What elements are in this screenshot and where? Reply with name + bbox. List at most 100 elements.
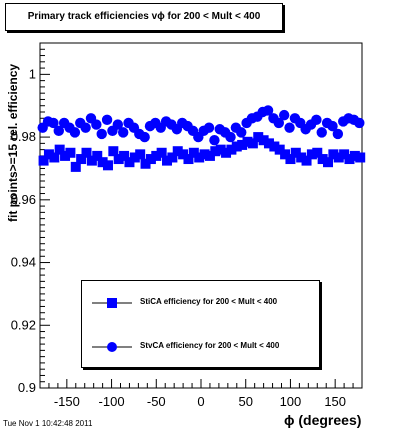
data-point-stvca	[101, 114, 113, 126]
data-point-stvca	[91, 119, 102, 130]
data-point-stvca	[273, 117, 285, 129]
chart-title-box: Primary track efficiencies vϕ for 200 < …	[5, 3, 283, 31]
legend: StiCA efficiency for 200 < Mult < 400 St…	[81, 280, 320, 368]
legend-swatch-square-icon	[92, 298, 132, 308]
data-point-stvca	[112, 119, 124, 130]
data-point-stvca	[117, 127, 129, 138]
data-points	[37, 105, 366, 172]
data-point-stvca	[236, 127, 247, 138]
data-point-stica	[49, 152, 60, 163]
data-point-stica	[247, 138, 258, 149]
x-tick-label: 50	[238, 394, 252, 409]
data-point-stica	[226, 144, 237, 155]
data-point-stica	[113, 154, 124, 165]
data-point-stica	[344, 154, 355, 165]
data-point-stvca	[209, 135, 220, 146]
y-tick-label: 0.92	[11, 317, 36, 332]
data-point-stvca	[327, 120, 338, 132]
data-point-stica	[60, 150, 71, 161]
data-point-stica	[317, 154, 328, 165]
data-point-stvca	[203, 122, 215, 133]
data-point-stica	[124, 157, 135, 168]
x-tick-label: 150	[324, 394, 346, 409]
data-point-stica	[296, 152, 307, 163]
y-tick-label: 1	[29, 66, 36, 81]
data-point-stica	[215, 144, 226, 155]
y-tick-label: 0.94	[11, 255, 36, 270]
data-point-stica	[119, 150, 130, 161]
legend-label-stica: StiCA efficiency for 200 < Mult < 400	[140, 297, 278, 306]
y-axis-label: fit points>=15 rel. efficiency	[6, 63, 20, 222]
data-point-stica	[312, 147, 323, 158]
data-point-stica	[237, 139, 248, 150]
data-point-stvca	[316, 127, 327, 138]
data-point-stica	[54, 144, 65, 155]
data-point-stica	[242, 136, 253, 147]
legend-label-stvca: StvCA efficiency for 200 < Mult < 400	[140, 341, 280, 350]
data-point-stica	[129, 152, 140, 163]
data-point-stvca	[262, 105, 274, 116]
timestamp: Tue Nov 1 10:42:48 2011	[3, 419, 93, 428]
data-point-stica	[81, 147, 92, 158]
legend-item-stvca: StvCA efficiency for 200 < Mult < 400	[92, 340, 312, 354]
data-point-stica	[145, 154, 156, 165]
data-point-stvca	[278, 109, 290, 121]
data-point-stica	[162, 155, 173, 166]
legend-swatch-circle-icon	[92, 342, 132, 352]
data-point-stica	[349, 150, 360, 161]
data-point-stica	[178, 149, 189, 160]
data-point-stica	[188, 147, 199, 158]
data-point-stica	[102, 160, 113, 171]
data-point-stica	[328, 149, 339, 160]
data-point-stica	[92, 150, 103, 161]
data-point-stvca	[139, 131, 150, 143]
data-point-stica	[204, 150, 215, 161]
x-tick-label: 0	[197, 394, 204, 409]
data-point-stica	[263, 138, 274, 149]
y-tick-label: 0.96	[11, 192, 36, 207]
data-point-stica	[172, 146, 183, 157]
data-point-stvca	[284, 122, 295, 133]
data-point-stica	[97, 157, 108, 168]
data-point-stica	[269, 141, 280, 152]
data-point-stica	[290, 147, 301, 158]
data-point-stica	[183, 154, 194, 165]
data-point-stica	[43, 149, 54, 160]
data-point-stica	[253, 132, 264, 143]
data-point-stvca	[53, 125, 64, 137]
x-tick-label: -150	[54, 394, 80, 409]
x-tick-label: -50	[147, 394, 166, 409]
data-point-stica	[70, 161, 81, 172]
x-axis-label: ϕ (degrees)	[284, 412, 362, 428]
legend-item-stica: StiCA efficiency for 200 < Mult < 400	[92, 296, 312, 310]
data-point-stica	[333, 152, 344, 163]
x-tick-label: -100	[99, 394, 125, 409]
data-point-stvca	[332, 128, 344, 140]
data-point-stvca	[354, 117, 365, 129]
data-point-stica	[280, 149, 291, 160]
data-point-stica	[108, 146, 119, 157]
data-point-stica	[76, 154, 87, 165]
data-point-stica	[199, 149, 210, 160]
data-point-stica	[86, 155, 97, 166]
data-point-stica	[135, 149, 146, 160]
y-tick-label: 0.98	[11, 129, 36, 144]
data-point-stica	[274, 144, 285, 155]
data-point-stica	[301, 155, 312, 166]
x-tick-label: 100	[280, 394, 302, 409]
data-point-stica	[285, 154, 296, 165]
data-point-stvca	[225, 131, 236, 143]
data-point-stvca	[48, 117, 59, 129]
axis-ticks: -150 -100 -50 0 50 100 150 0.9 0.92 0.94 0.96 0.98 1	[11, 42, 363, 409]
data-point-stica	[355, 152, 366, 163]
data-point-stvca	[69, 127, 81, 138]
chart-title: Primary track efficiencies vϕ for 200 < …	[27, 11, 261, 22]
data-point-stica	[194, 152, 205, 163]
data-point-stica	[65, 147, 76, 158]
data-point-stvca	[80, 122, 91, 133]
data-point-stica	[38, 155, 49, 166]
data-point-stica	[140, 158, 151, 169]
data-point-stvca	[96, 128, 107, 140]
data-point-stica	[156, 147, 167, 158]
